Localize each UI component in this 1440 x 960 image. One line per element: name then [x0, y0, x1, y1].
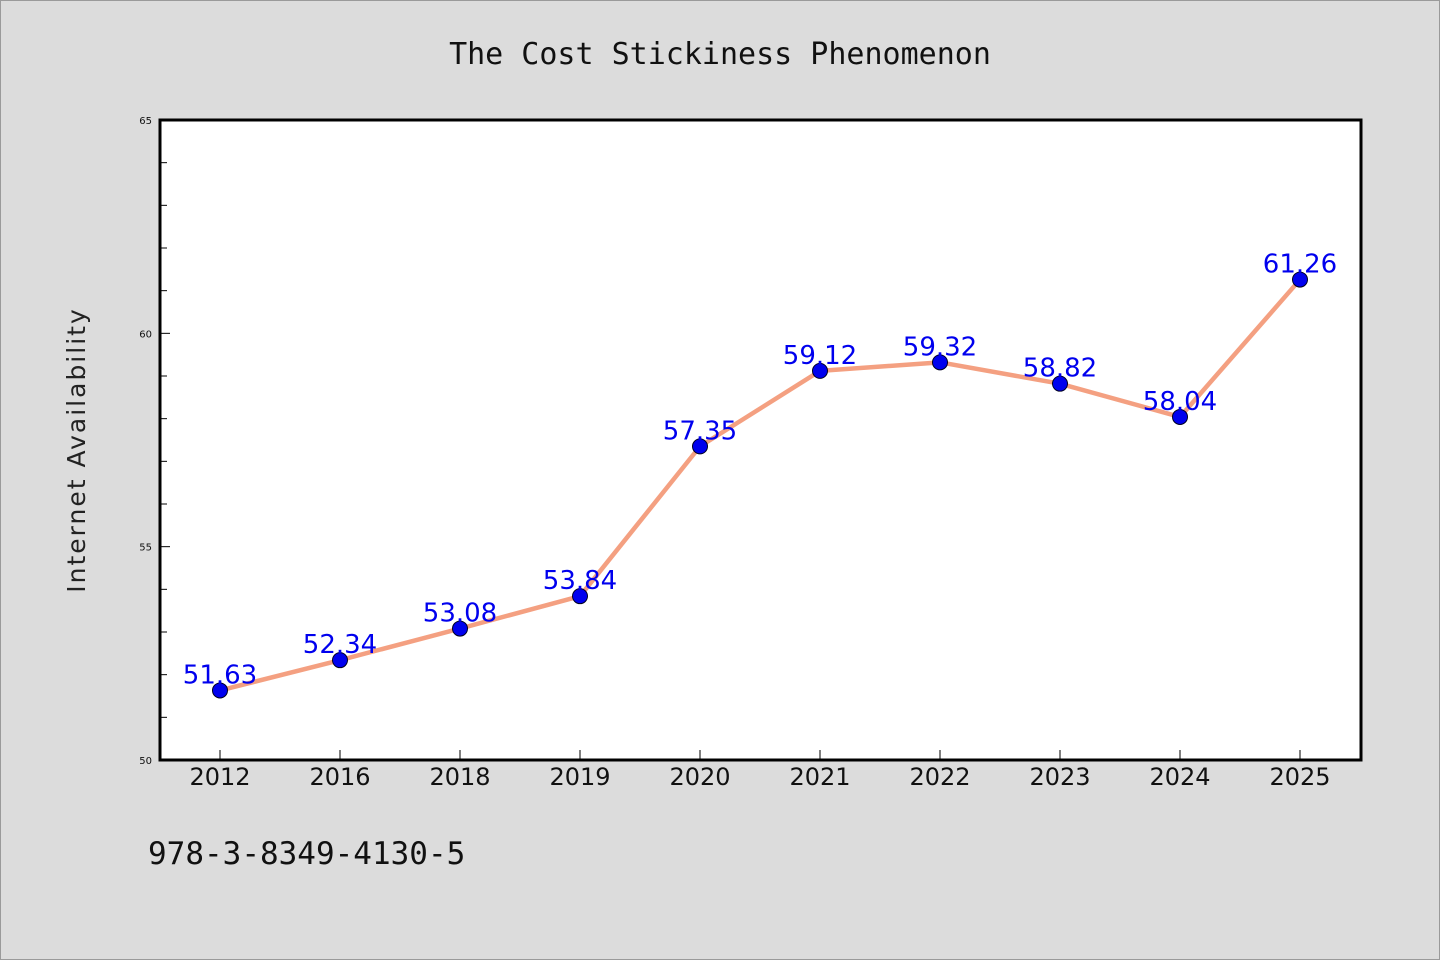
series-line	[217, 277, 1303, 693]
data-point	[812, 362, 828, 379]
data-point	[332, 652, 348, 669]
x-tick-label: 2016	[309, 763, 370, 791]
y-axis-label: Internet Availability	[62, 307, 91, 592]
data-label: 53.08	[423, 599, 497, 629]
data-point	[932, 354, 948, 371]
data-label: 53.84	[543, 566, 617, 596]
data-label: 52.34	[303, 630, 377, 660]
y-tick-label: 50	[139, 756, 152, 767]
data-point	[452, 620, 468, 637]
x-axis-ticks: 2012 2016 2018 2019 2020 2021 2022 2023 2024 2025	[189, 750, 1331, 791]
x-tick-label: 2025	[1269, 763, 1330, 791]
x-tick-label: 2021	[789, 763, 850, 791]
data-label: 57.35	[663, 416, 737, 446]
x-tick-label: 2019	[549, 763, 610, 791]
data-point	[692, 438, 708, 455]
data-point	[1292, 271, 1308, 288]
data-point	[572, 588, 588, 605]
chart-title: The Cost Stickiness Phenomenon	[449, 37, 991, 72]
y-tick-label: 65	[139, 116, 152, 127]
data-label: 51.63	[183, 660, 257, 690]
isbn-text: 978-3-8349-4130-5	[148, 836, 465, 872]
data-point	[1052, 375, 1068, 392]
data-label: 59.12	[783, 341, 857, 371]
data-label: 58.82	[1023, 354, 1097, 384]
x-tick-label: 2018	[429, 763, 490, 791]
data-points	[212, 271, 1308, 699]
x-tick-label: 2024	[1149, 763, 1210, 791]
x-tick-label: 2012	[189, 763, 250, 791]
x-tick-label: 2020	[669, 763, 730, 791]
data-label: 61.26	[1263, 250, 1337, 280]
plot-border	[158, 118, 1363, 762]
data-labels: 51.63 52.34 53.08 53.84 57.35 59.12 59.32 58.82…	[183, 250, 1337, 691]
y-tick-label: 60	[139, 329, 152, 340]
data-point	[212, 682, 228, 699]
x-tick-label: 2023	[1029, 763, 1090, 791]
data-point	[1172, 408, 1188, 425]
data-label: 58.04	[1143, 387, 1217, 417]
y-tick-label: 55	[139, 543, 152, 554]
x-tick-label: 2022	[909, 763, 970, 791]
data-label: 59.32	[903, 332, 977, 362]
